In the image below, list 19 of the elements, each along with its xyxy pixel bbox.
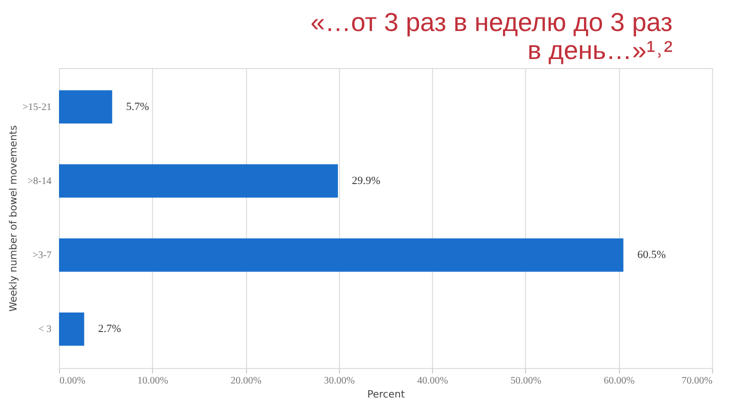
x-axis-title: Percent <box>367 390 405 400</box>
data-label: 5.7% <box>126 100 150 113</box>
x-tick-label: 30.00% <box>324 376 355 386</box>
data-label: 29.9% <box>352 174 380 187</box>
data-label: 60.5% <box>637 249 666 262</box>
y-tick-label: >8-14 <box>28 176 52 187</box>
x-tick-label: 20.00% <box>230 376 262 386</box>
x-tick-label: 50.00% <box>510 376 542 386</box>
x-tick-label: 40.00% <box>417 376 448 386</box>
x-tick-label: 10.00% <box>137 376 168 386</box>
data-label: 2.7% <box>98 323 122 336</box>
y-tick-label: >3-7 <box>32 250 52 262</box>
x-tick-label: 60.00% <box>604 376 635 386</box>
y-tick-label: >15-21 <box>22 102 52 113</box>
x-tick-label: 0.00% <box>60 376 86 386</box>
chart-title: «…от 3 раз в неделю до 3 раз в день…»¹˒² <box>310 7 673 65</box>
y-tick-label: < 3 <box>38 324 52 336</box>
y-axis-title: Weekly number of bowel movements <box>8 125 20 312</box>
x-tick-label: 70.00% <box>682 376 712 386</box>
